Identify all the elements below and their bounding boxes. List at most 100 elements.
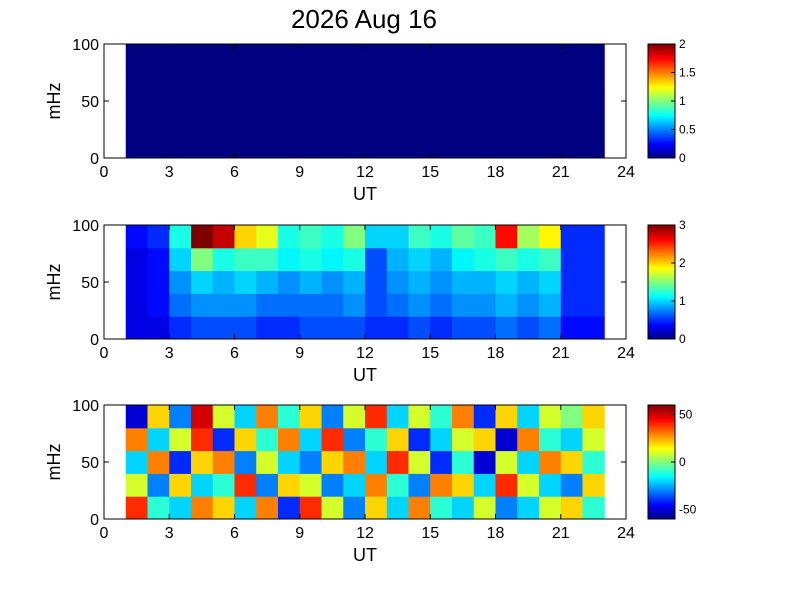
heatmap-cell [582,112,605,136]
heatmap-cell [365,473,388,497]
heatmap-cell [299,247,322,272]
colorbar-swatch [648,156,675,159]
colorbar-swatch [648,97,675,100]
heatmap-cell [539,405,562,429]
heatmap-cell [365,450,388,474]
colorbar-swatch [648,485,675,488]
heatmap-cell [582,89,605,113]
x-tick-label: 21 [552,345,570,362]
heatmap-cell [560,405,583,429]
heatmap-cell [278,293,301,317]
colorbar-swatch [648,244,675,247]
heatmap-cell [365,427,388,452]
colorbar-swatch [648,90,675,93]
heatmap-cell [147,450,170,474]
y-tick-label: 0 [90,151,99,168]
heatmap-cell [430,293,453,317]
colorbar-swatch [648,68,675,72]
heatmap-cell [169,450,192,474]
colorbar-swatch [648,72,675,75]
heatmap-cell [191,44,214,68]
y-tick-label: 100 [72,398,99,415]
colorbar-swatch [648,506,675,509]
heatmap-cell [343,293,366,317]
colorbar-swatch [648,454,675,458]
heatmap-cell [321,135,344,159]
colorbar-swatch [648,278,675,281]
heatmap-cell [299,405,322,429]
heatmap-cell [299,112,322,136]
heatmap-cell [321,450,344,474]
colorbar-swatch [648,456,675,459]
heatmap-cell [517,225,540,249]
colorbar-swatch [648,447,675,451]
colorbar-swatch [648,262,675,265]
heatmap-cell [147,44,170,68]
colorbar-swatch [648,239,675,242]
heatmap-cell [495,316,518,340]
colorbar-swatch [648,305,675,308]
x-tick-label: 0 [100,525,109,542]
heatmap-cell [386,450,409,474]
colorbar-swatch [648,134,675,138]
x-tick-label: 18 [487,164,505,181]
heatmap-cell [343,496,366,520]
heatmap-cell [560,270,583,294]
heatmap-cell [517,316,540,340]
colorbar-swatch [648,233,675,237]
colorbar-tick-label: 0.5 [679,123,696,137]
heatmap-cell [212,66,235,91]
colorbar-swatch [648,47,675,50]
colorbar-swatch [648,429,675,433]
heatmap-cell [517,135,540,159]
colorbar-swatch [648,317,675,320]
x-axis-label: UT [353,365,377,385]
colorbar-swatch [648,408,675,411]
colorbar-swatch [648,515,675,518]
colorbar-tick-label: 50 [679,408,693,422]
x-tick-label: 3 [165,345,174,362]
heatmap-cell [408,270,431,294]
heatmap-cell [539,473,562,497]
heatmap-cell [321,44,344,68]
heatmap-cell [169,135,192,159]
heatmap-cell [452,473,475,497]
colorbar-swatch [648,56,675,59]
colorbar-swatch [648,133,675,136]
heatmap-cell [495,427,518,452]
heatmap-cell [234,293,257,317]
heatmap-cell [495,496,518,520]
heatmap-cell [408,427,431,452]
heatmap-cell [560,293,583,317]
colorbar-swatch [648,322,675,326]
heatmap-cell [430,135,453,159]
heatmap-cell [125,270,148,294]
colorbar-swatch [648,77,675,81]
heatmap-cell [560,496,583,520]
heatmap-cell [125,44,148,68]
colorbar-swatch [648,405,675,408]
heatmap-cell [256,427,279,452]
heatmap-cell [430,473,453,497]
heatmap-cell [234,427,257,452]
heatmap-cell [430,247,453,272]
y-tick-label: 50 [81,94,99,111]
heatmap-cell [234,44,257,68]
heatmap-cell [343,225,366,249]
heatmap-cell [473,247,496,272]
colorbar-tick-label: 0 [679,332,686,346]
colorbar-swatch [648,287,675,290]
colorbar-swatch [648,331,675,335]
colorbar-swatch [648,465,675,468]
heatmap-cell [169,225,192,249]
colorbar-swatch [648,274,675,278]
heatmap-cell [169,247,192,272]
colorbar-swatch [648,117,675,120]
colorbar-swatch [648,306,675,310]
heatmap-cell [147,427,170,452]
colorbar-swatch [648,492,675,495]
colorbar-tick-label: 1 [679,294,686,308]
heatmap-cell [321,270,344,294]
colorbar-swatch [648,86,675,90]
colorbar-swatch [648,292,675,295]
